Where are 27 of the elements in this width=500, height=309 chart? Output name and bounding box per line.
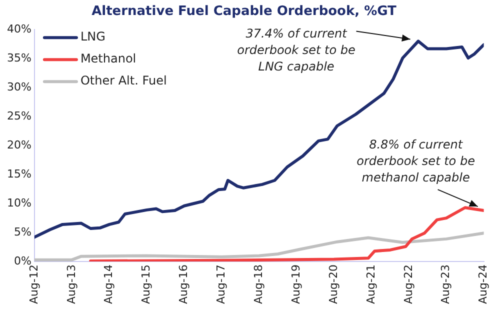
x-tick-label: Aug-19 [289,264,302,304]
y-tick-label: 20% [6,138,32,152]
annotation: 8.8% of current orderbook set to be methanol capable [356,138,475,185]
legend-label: Methanol [80,52,136,66]
x-tick-label: Aug-20 [326,264,340,304]
y-tick-label: 5% [14,225,32,238]
x-tick-label: Aug-17 [214,264,228,304]
y-tick-label: 30% [6,80,32,94]
legend-label: LNG [80,30,106,44]
x-tick-label: Aug-15 [140,264,153,304]
x-tick-label: Aug-14 [102,264,116,304]
x-tick-label: Aug-22 [402,264,415,304]
x-tick-label: Aug-18 [252,264,265,304]
x-tick-label: Aug-16 [177,264,190,304]
y-tick-label: 35% [6,51,32,64]
x-tick-label: Aug-13 [64,264,78,304]
y-tick-label: 25% [6,109,32,122]
x-tick-label: Aug-21 [364,264,378,304]
x-tick-label: Aug-23 [439,264,452,304]
annotation: 37.4% of current orderbook set to be LNG capable [237,26,356,74]
legend-label: Other Alt. Fuel [80,74,167,88]
y-tick-label: 10% [6,196,32,210]
chart-title: Alternative Fuel Capable Orderbook, %GT [92,4,397,20]
y-tick-label: 40% [6,22,32,36]
x-tick-label: Aug-12 [27,264,40,304]
y-tick-label: 15% [6,167,32,180]
x-tick-label: Aug-24 [476,264,490,304]
